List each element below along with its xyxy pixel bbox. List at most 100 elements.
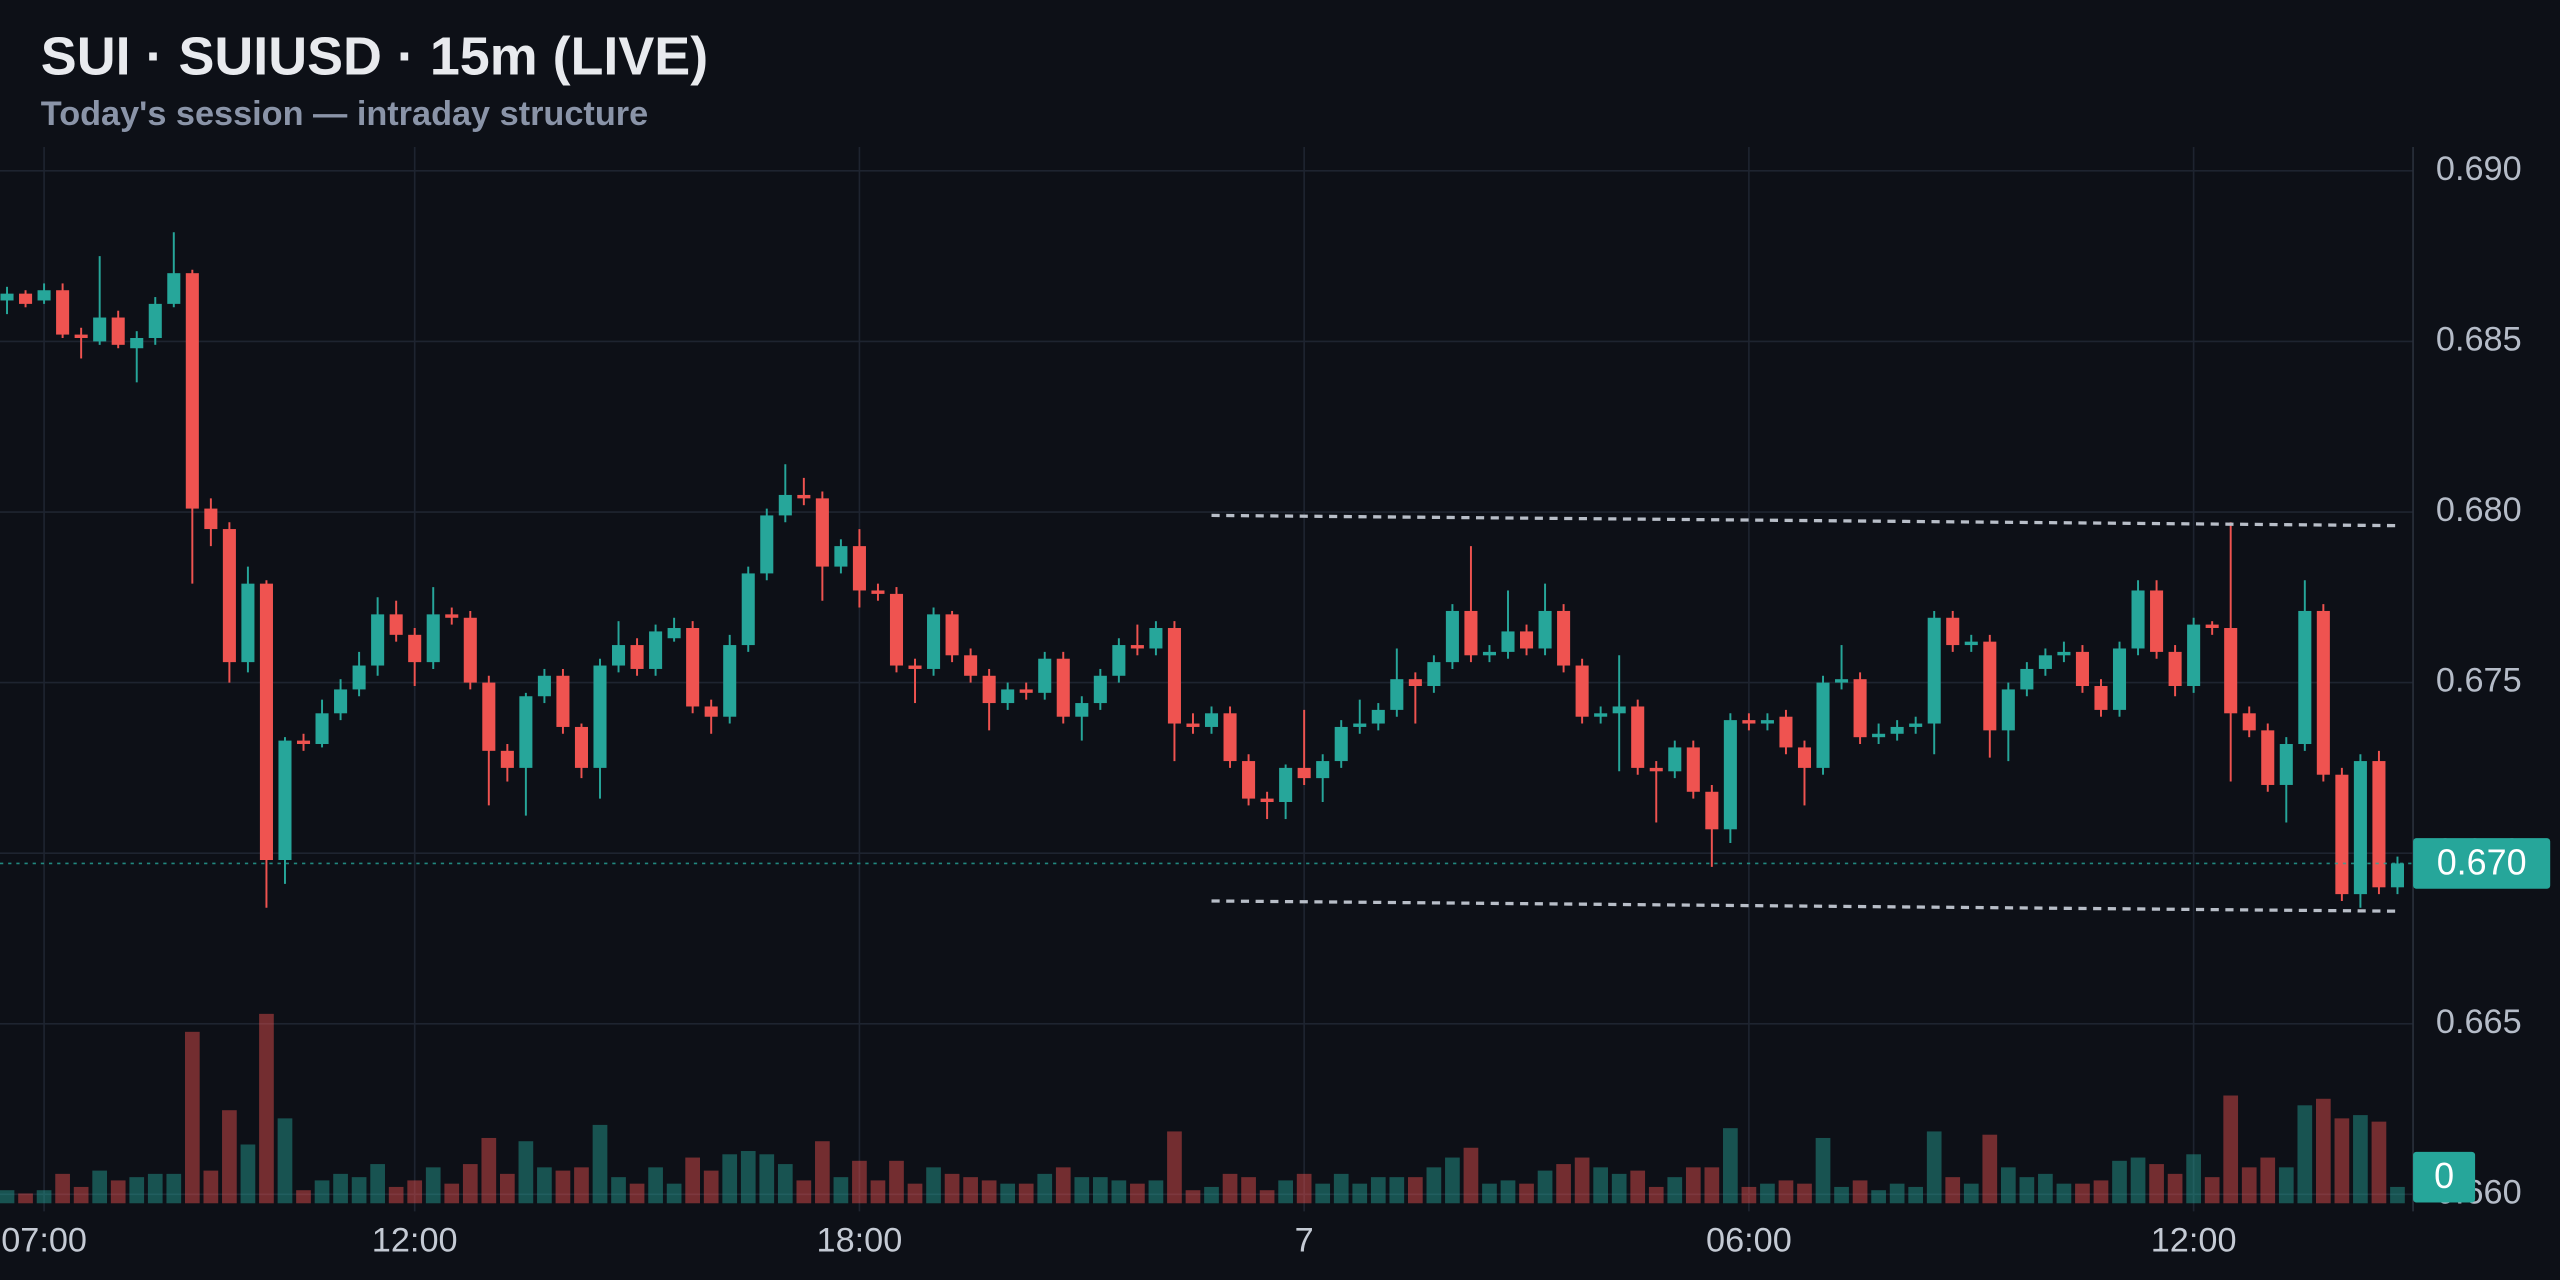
volume-bar — [759, 1154, 775, 1204]
volume-bar — [1908, 1186, 1924, 1204]
candle-body — [1686, 747, 1700, 792]
candle-body — [1427, 662, 1441, 687]
candle-body — [1056, 658, 1070, 717]
candle-body — [278, 740, 292, 861]
volume-bar — [1945, 1177, 1961, 1204]
y-tick-label: 0.690 — [2436, 150, 2522, 188]
candle-body — [2279, 744, 2293, 785]
x-tick-label: 12:00 — [372, 1222, 458, 1260]
volume-bar — [1834, 1186, 1849, 1204]
candle-body — [630, 645, 644, 669]
candle-body — [296, 740, 311, 745]
volume-bar — [1204, 1186, 1219, 1204]
candle-body — [1557, 610, 1571, 666]
volume-bar — [2390, 1186, 2405, 1204]
volume-bar — [796, 1180, 812, 1204]
volume-bar — [1797, 1183, 1812, 1204]
candle-body — [426, 614, 440, 663]
candle-body — [371, 614, 385, 666]
volume-bar — [963, 1177, 978, 1204]
candle-body — [1390, 679, 1404, 710]
candle-body — [815, 498, 829, 567]
volume-bar — [1148, 1180, 1164, 1204]
candle-body — [778, 494, 792, 516]
candle-body — [2131, 590, 2145, 649]
volume-bar — [944, 1173, 960, 1204]
candle-body — [1464, 610, 1478, 656]
candle-body — [2390, 863, 2404, 888]
volume-bar — [1723, 1128, 1738, 1204]
candle-body — [1649, 767, 1663, 772]
candle-body — [649, 631, 663, 669]
volume-bar — [815, 1141, 830, 1204]
candle-body — [964, 655, 978, 676]
candle-body — [2224, 628, 2238, 714]
volume-bar — [2241, 1167, 2257, 1204]
candle-body — [1279, 767, 1293, 803]
volume-bar — [1889, 1183, 1905, 1204]
volume-bar — [259, 1013, 274, 1204]
volume-bar — [592, 1124, 608, 1204]
candle-body — [1983, 641, 1997, 731]
volume-bar — [1000, 1183, 1016, 1204]
candle-body — [259, 583, 273, 861]
volume-bar — [296, 1190, 311, 1204]
volume-bar — [2260, 1157, 2276, 1204]
level-line — [1211, 899, 2398, 913]
y-tick-label: 0.665 — [2436, 1003, 2522, 1041]
volume-bar — [1296, 1173, 1312, 1204]
volume-bar — [1130, 1183, 1145, 1204]
chart-subtitle: Today's session — intraday structure — [41, 95, 648, 133]
volume-bar — [1241, 1177, 1256, 1204]
y-tick-label: 0.675 — [2436, 662, 2522, 700]
volume-bar — [92, 1170, 108, 1204]
candle-body — [686, 628, 700, 707]
volume-bar — [722, 1154, 738, 1204]
volume-bar — [870, 1180, 886, 1204]
volume-tick-box — [2413, 1151, 2476, 1203]
candle-body — [537, 675, 551, 697]
last-price-box — [2413, 838, 2551, 889]
candle-body — [889, 593, 904, 666]
volume-bar — [2353, 1115, 2368, 1204]
candle-body — [908, 665, 922, 669]
volume-bar — [1426, 1167, 1442, 1204]
x-tick-label: 07:00 — [1, 1222, 87, 1260]
candle-body — [2353, 761, 2367, 895]
volume-bar — [18, 1193, 33, 1204]
volume-bar — [1611, 1173, 1627, 1204]
volume-bar — [1593, 1167, 1608, 1204]
volume-bar — [740, 1151, 756, 1204]
candle-body — [1260, 798, 1274, 803]
candle-body — [500, 750, 514, 768]
candle-body — [1594, 713, 1608, 717]
volume-bar — [629, 1183, 645, 1204]
volume-bar — [425, 1167, 441, 1204]
candle-body — [2057, 651, 2071, 656]
candle-body — [1149, 628, 1163, 649]
chart-title: SUI · SUIUSD · 15m (LIVE) — [41, 27, 708, 87]
candle-body — [130, 338, 144, 349]
candle-body — [2001, 689, 2015, 731]
candle-body — [167, 273, 181, 304]
volume-bar — [1556, 1164, 1571, 1204]
volume-bar — [1074, 1177, 1090, 1204]
volume-tick-label: 0 — [2434, 1155, 2454, 1196]
volume-bar — [926, 1167, 941, 1204]
volume-bar — [444, 1183, 460, 1204]
volume-bar — [1389, 1177, 1405, 1204]
volume-bar — [2334, 1118, 2350, 1204]
candle-body — [982, 675, 996, 704]
volume-bar — [1778, 1180, 1794, 1204]
candle-body — [2372, 761, 2386, 888]
volume-bar — [500, 1173, 515, 1204]
candle-body — [797, 494, 811, 499]
x-tick-label: 06:00 — [1706, 1222, 1792, 1260]
candle-body — [389, 614, 403, 635]
candle-body — [2112, 648, 2127, 710]
candle-body — [723, 645, 737, 717]
candle-body — [1445, 610, 1459, 663]
volume-bar — [518, 1141, 534, 1204]
volume-bar — [1852, 1180, 1868, 1204]
candle-body — [1167, 628, 1181, 724]
